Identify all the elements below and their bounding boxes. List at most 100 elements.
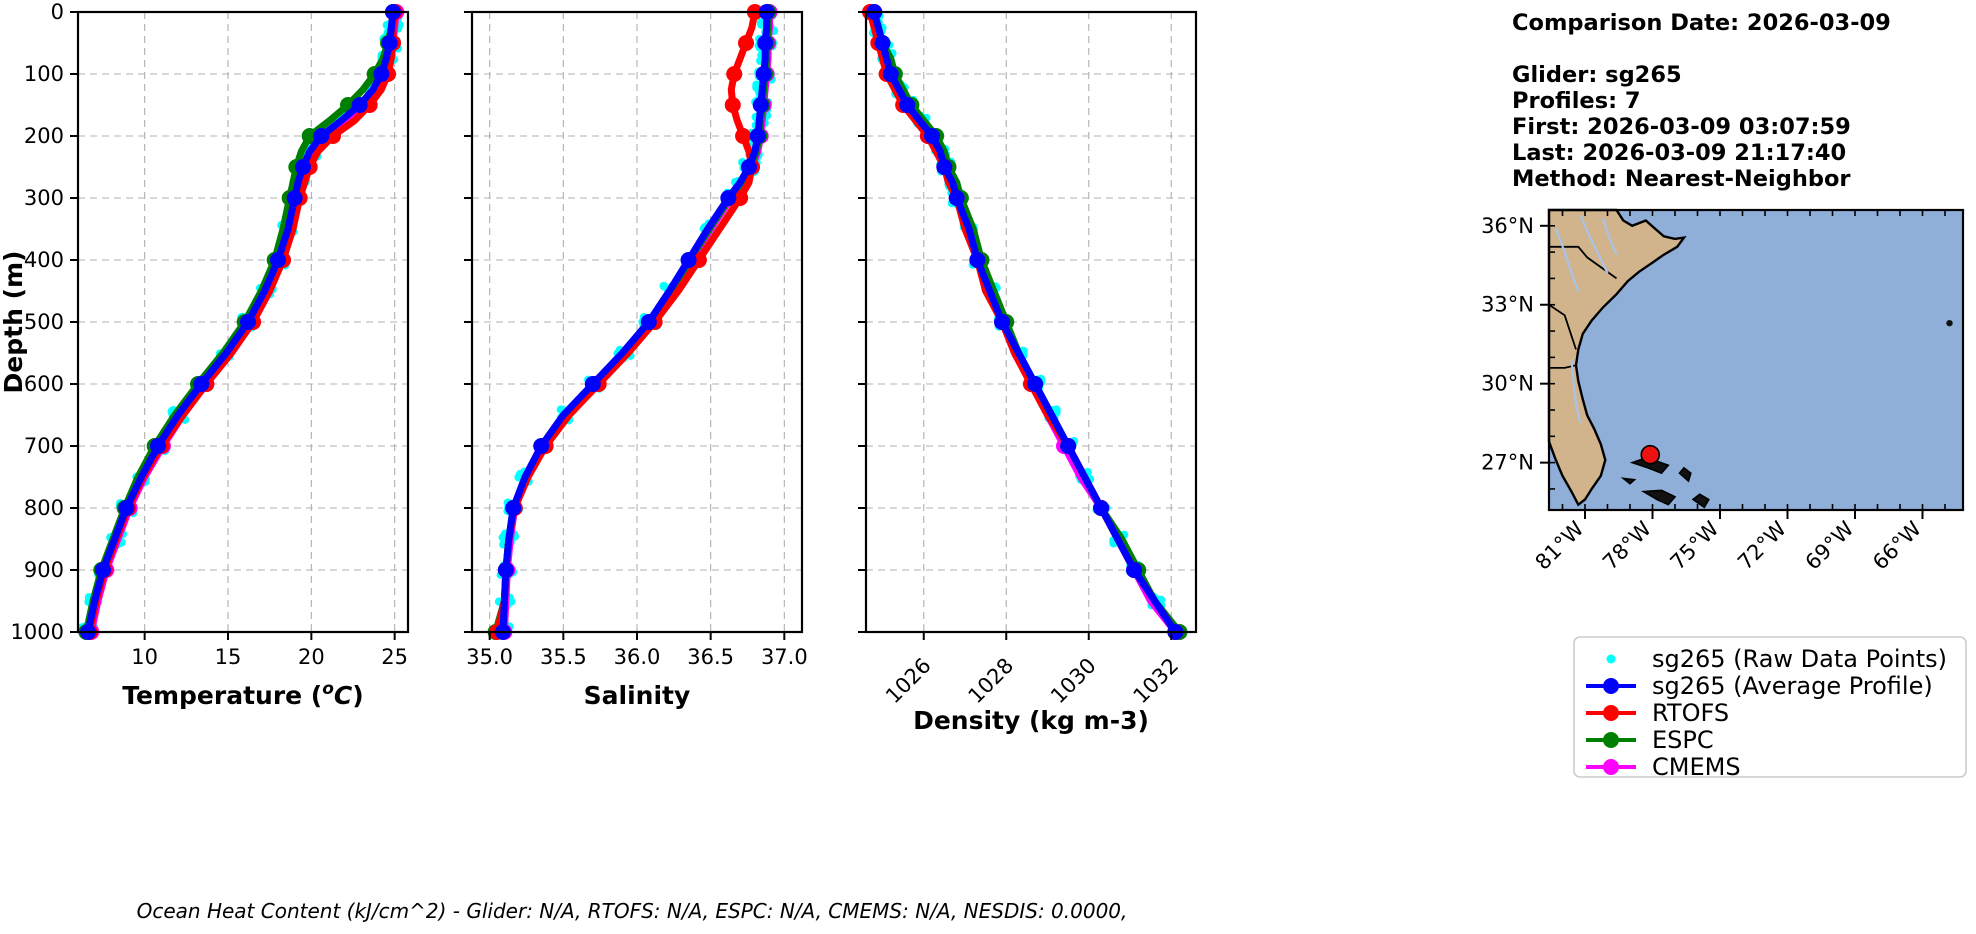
x-axis-title: Salinity — [584, 681, 691, 710]
series-marker — [720, 190, 737, 206]
legend-item-label: RTOFS — [1652, 699, 1729, 727]
river-line — [1579, 214, 1609, 274]
series-marker — [240, 314, 256, 330]
y-tick-label: 1000 — [11, 620, 64, 644]
river-line — [1601, 217, 1618, 256]
y-tick-label: 100 — [24, 62, 64, 86]
series-marker — [286, 190, 303, 206]
y-tick-label: 500 — [24, 310, 64, 334]
legend-item-label: sg265 (Average Profile) — [1652, 672, 1933, 700]
x-tick-label: 1032 — [1129, 653, 1184, 708]
series-marker — [749, 128, 766, 144]
series-marker — [735, 128, 752, 144]
y-tick-label: 400 — [24, 248, 64, 272]
series-marker — [640, 314, 657, 330]
legend-box — [1573, 636, 1967, 778]
series-marker — [270, 252, 286, 268]
series-marker — [95, 562, 111, 578]
legend-marker-swatch — [1603, 705, 1619, 721]
series-marker — [738, 35, 755, 51]
island-polygon — [1678, 466, 1692, 483]
legend-item[interactable]: CMEMS — [1586, 753, 1741, 781]
island-speck — [1946, 319, 1953, 327]
salinity-profile: 35.0 35.5 36.0 36.5 37.0 Salinity — [464, 4, 808, 710]
y-axis-title: Depth (m) — [0, 251, 28, 394]
series-marker — [757, 35, 774, 51]
series-marker — [381, 35, 398, 51]
series-marker — [1093, 500, 1110, 516]
legend-item[interactable]: sg265 (Raw Data Points) — [1606, 645, 1948, 673]
series-marker — [1060, 438, 1077, 454]
x-tick-label: 15 — [215, 645, 242, 669]
profiles-line: Profiles: 7 — [1512, 88, 1641, 114]
glider-location-marker[interactable] — [1640, 444, 1661, 465]
legend-item-label: sg265 (Raw Data Points) — [1652, 645, 1947, 673]
x-tick-label: 36.0 — [614, 645, 661, 669]
last-profile-line: Last: 2026-03-09 21:17:40 — [1512, 140, 1847, 166]
legend-marker-swatch — [1603, 759, 1619, 775]
x-tick-label: 10 — [131, 645, 158, 669]
y-tick-label: 800 — [24, 496, 64, 520]
series-marker — [724, 97, 741, 113]
y-tick-label: 300 — [24, 186, 64, 210]
series-marker — [301, 128, 318, 144]
series-marker — [882, 66, 899, 82]
metadata-block: Comparison Date: 2026-03-09 Glider: sg26… — [1512, 10, 1891, 192]
legend-marker-swatch — [1603, 678, 1619, 694]
state-boundary — [1548, 303, 1577, 350]
legend-item[interactable]: ESPC — [1586, 726, 1714, 754]
series-marker — [680, 252, 697, 268]
map-lon-label: 78°W — [1598, 516, 1656, 574]
legend-item[interactable]: RTOFS — [1586, 699, 1729, 727]
method-line: Method: Nearest-Neighbor — [1512, 166, 1851, 192]
legend-item-label: CMEMS — [1652, 753, 1741, 781]
x-axis-title: Density (kg m-3) — [913, 706, 1149, 735]
series-marker — [118, 500, 135, 516]
river-line — [1570, 359, 1582, 424]
map-lat-label: 33°N — [1481, 293, 1534, 317]
series-marker — [994, 314, 1011, 330]
x-tick-label: 35.5 — [540, 645, 587, 669]
series-marker — [755, 66, 772, 82]
series-marker — [505, 500, 522, 516]
legend-marker-swatch — [1603, 732, 1619, 748]
x-tick-label: 25 — [381, 645, 408, 669]
series-marker — [1126, 562, 1143, 578]
series-marker — [732, 190, 749, 206]
comparison-date-line: Comparison Date: 2026-03-09 — [1512, 10, 1891, 36]
series-marker — [373, 66, 390, 82]
x-tick-label: 1026 — [881, 653, 936, 708]
series-marker — [533, 438, 550, 454]
metadata-spacer — [1512, 36, 1891, 62]
x-tick-label: 35.0 — [466, 645, 513, 669]
series-marker — [948, 190, 965, 206]
legend: sg265 (Raw Data Points)sg265 (Average Pr… — [1573, 636, 1967, 781]
island-polygon — [1620, 477, 1637, 485]
series-marker — [313, 128, 330, 144]
legend-dot-swatch — [1606, 654, 1616, 664]
series-marker — [497, 562, 514, 578]
series-marker — [1027, 376, 1044, 392]
y-tick-label: 600 — [24, 372, 64, 396]
legend-item-label: ESPC — [1652, 726, 1714, 754]
map-lat-label: 30°N — [1481, 372, 1534, 396]
y-tick-label: 200 — [24, 124, 64, 148]
x-tick-label: 36.5 — [687, 645, 734, 669]
island-polygon — [1691, 493, 1710, 509]
map-lon-label: 72°W — [1733, 516, 1791, 574]
y-tick-label: 900 — [24, 558, 64, 582]
x-tick-label: 37.0 — [761, 645, 808, 669]
series-marker — [726, 66, 743, 82]
map-lon-label: 81°W — [1531, 516, 1589, 574]
series-marker — [351, 97, 368, 113]
map-lat-label: 36°N — [1481, 214, 1534, 238]
series-marker — [752, 97, 769, 113]
legend-item[interactable]: sg265 (Average Profile) — [1586, 672, 1933, 700]
river-line — [1554, 228, 1580, 292]
x-tick-label: 1030 — [1046, 653, 1101, 708]
x-tick-label: 1028 — [964, 653, 1019, 708]
map-lon-label: 69°W — [1801, 516, 1859, 574]
location-map[interactable]: 36°N 33°N 30°N 27°N 81°W 78°W 75°W 72°W 69°W 66°W — [1481, 208, 1965, 575]
